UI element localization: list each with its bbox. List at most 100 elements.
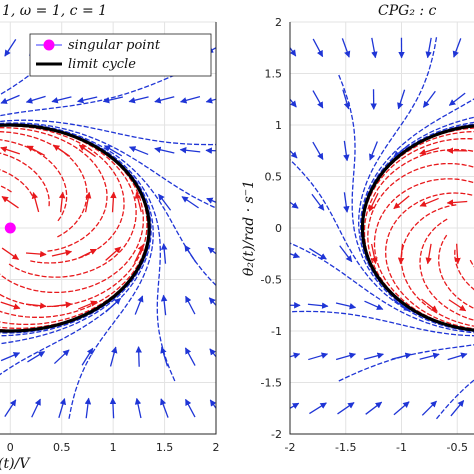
trajectory (0, 131, 88, 333)
field-arrow (185, 398, 196, 418)
singular-point-marker (4, 222, 16, 234)
trajectory (0, 123, 148, 308)
field-arrow (447, 352, 468, 361)
trajectory (0, 127, 108, 252)
field-arrow (128, 96, 149, 104)
field-arrow (335, 302, 357, 310)
field-arrow (135, 346, 142, 367)
field-arrow (311, 193, 325, 211)
x-tick-label: 1.5 (156, 441, 174, 454)
field-arrow (26, 145, 46, 157)
trajectory (0, 139, 95, 333)
field-arrow (102, 96, 124, 104)
field-arrow (58, 191, 66, 213)
field-arrow (290, 98, 297, 108)
x-tick-label: 0 (7, 441, 14, 454)
field-arrow (206, 197, 216, 204)
trajectory (290, 124, 474, 334)
field-arrow (290, 402, 300, 410)
left-limit-cycle (0, 123, 151, 333)
legend-box (29, 33, 212, 77)
limit-cycle-curve (360, 124, 474, 332)
field-arrow (290, 252, 301, 259)
field-arrow (419, 352, 440, 360)
field-arrow (397, 89, 406, 110)
field-arrow (290, 201, 299, 209)
field-arrow (290, 352, 301, 359)
trajectory (0, 122, 216, 333)
field-arrow (422, 90, 436, 108)
trajectory (367, 162, 474, 332)
x-tick-label: 1 (110, 441, 117, 454)
field-arrow (452, 38, 462, 58)
field-arrow (369, 141, 378, 161)
field-arrow (419, 147, 440, 156)
x-tick-label: -1 (396, 441, 407, 454)
field-arrow (160, 294, 168, 316)
field-arrow (84, 191, 92, 213)
legend-singular-label: singular point (68, 38, 161, 53)
field-arrow (448, 299, 467, 312)
field-arrow (308, 352, 329, 361)
y-tick-label: -2 (271, 428, 282, 441)
field-arrow (180, 96, 201, 104)
trajectory (0, 152, 135, 333)
field-arrow (160, 398, 169, 418)
x-tick-label: -2 (285, 441, 296, 454)
field-arrow (105, 246, 122, 261)
field-arrow (343, 192, 350, 213)
field-arrow (205, 147, 216, 154)
field-arrow (84, 397, 92, 419)
field-arrow (27, 351, 46, 363)
field-arrow (419, 197, 439, 207)
field-arrow (53, 349, 70, 365)
field-arrow (77, 96, 98, 104)
field-arrow (134, 295, 144, 315)
field-arrow (371, 37, 378, 59)
y-tick-label: 1 (275, 119, 282, 132)
field-arrow (133, 244, 144, 264)
right-phase-plot: -2 -1.5 -1 -0.5 2 1.5 1 0.5 0 -0.5 -1 -1.5 -2 CPG₂ … (241, 3, 474, 454)
field-arrow (0, 352, 21, 362)
field-arrow (109, 397, 117, 419)
trajectory (0, 123, 151, 345)
field-arrow (339, 245, 353, 263)
right-limit-cycle (360, 124, 474, 332)
left-x-axis-label: (t)/V (0, 456, 31, 472)
trajectory (412, 124, 474, 310)
field-arrow (312, 141, 324, 160)
field-arrow (1, 196, 19, 209)
trajectory (385, 192, 474, 330)
field-arrow (393, 401, 410, 416)
field-arrow (184, 244, 197, 263)
field-arrow (184, 347, 196, 366)
y-tick-label: 2 (275, 16, 282, 29)
legend-cycle-label: limit cycle (68, 57, 136, 72)
field-arrow (335, 352, 357, 361)
field-arrow (337, 402, 355, 415)
field-arrow (0, 94, 20, 104)
field-arrow (448, 92, 466, 106)
field-arrow (309, 402, 327, 415)
field-arrow (312, 38, 324, 58)
left-grid (0, 21, 217, 435)
field-arrow (368, 192, 379, 212)
field-arrow (425, 37, 432, 59)
legend: singular point limit cycle (29, 33, 212, 77)
field-arrow (181, 196, 199, 209)
limit-cycle-curve (0, 123, 151, 333)
field-arrow (209, 348, 216, 358)
field-arrow (179, 147, 201, 154)
right-plot-title: CPG₂ : c (378, 3, 437, 19)
y-tick-label: -0.5 (261, 274, 282, 287)
right-x-tick-labels: -2 -1.5 -1 -0.5 (285, 441, 468, 454)
field-arrow (393, 195, 410, 210)
trajectory (363, 148, 474, 332)
field-arrow (290, 149, 298, 159)
field-arrow (365, 401, 383, 415)
field-arrow (154, 96, 175, 104)
trajectory (0, 124, 144, 294)
field-arrow (160, 243, 168, 264)
field-arrow (307, 302, 329, 309)
field-arrow (290, 46, 297, 57)
